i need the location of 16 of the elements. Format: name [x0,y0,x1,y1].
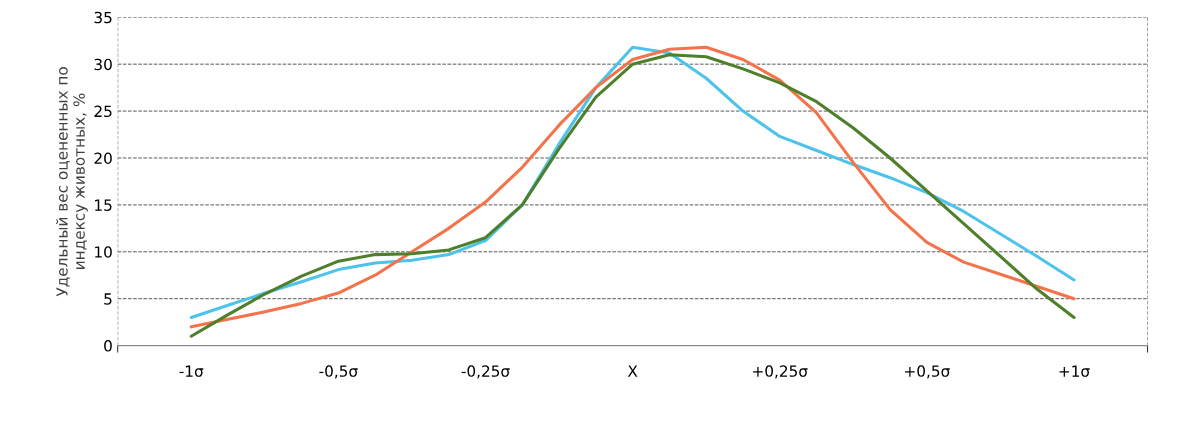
x-tick-label: +0,25σ [753,365,808,379]
y-tick-label: 15 [95,199,112,211]
x-tick-label: -0,25σ [461,365,510,379]
y-tick-label: 20 [94,152,112,165]
y-tick-label: 30 [94,58,112,71]
y-tick-label: 25 [94,105,112,118]
y-tick-label: 5 [104,293,112,305]
y-tick-label: 0 [104,340,112,352]
y-tick-label: 10 [95,246,112,258]
x-tick-label: -0,5σ [319,365,358,379]
y-tick-label: 35 [94,11,112,24]
x-tick-label: +0,5σ [905,365,950,379]
x-tick-label: -1σ [179,365,204,377]
x-tick-label: +1σ [1059,365,1090,377]
x-tick-label: X [627,365,638,377]
y-axis-title: Удельный вес оцененных по индексу животных, % [56,67,88,297]
